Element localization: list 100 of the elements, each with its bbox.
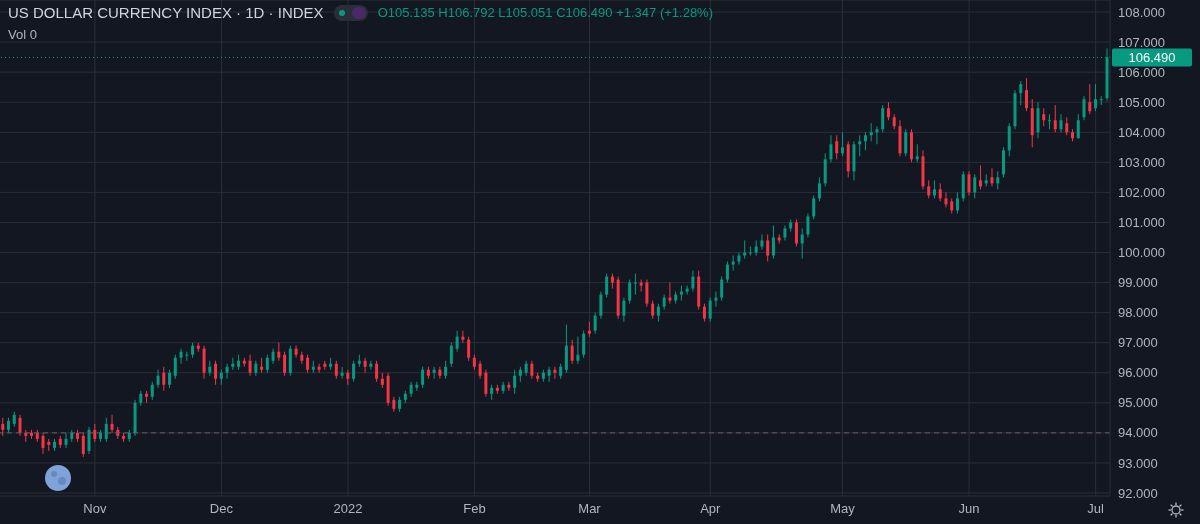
candlestick [725, 261, 729, 284]
candlestick [915, 143, 919, 163]
candlestick [760, 233, 764, 250]
candlestick [714, 291, 718, 308]
candlestick [444, 360, 448, 380]
annotation: Vol 0 [8, 27, 37, 42]
x-tick-label: Mar [578, 501, 602, 517]
y-tick-label: 101.000 [1118, 215, 1165, 231]
x-tick-label: Nov [83, 501, 107, 517]
candlestick [421, 366, 425, 389]
candlestick [904, 128, 908, 157]
candlestick [944, 191, 948, 208]
x-tick-label: Feb [463, 501, 486, 517]
candlestick [932, 179, 936, 199]
chart-title: US DOLLAR CURRENCY INDEX · 1D · INDEX [8, 4, 324, 21]
candlestick [869, 122, 873, 142]
y-tick-label: 105.000 [1118, 94, 1165, 110]
x-tick-label: Jul [1087, 501, 1105, 517]
candlestick [633, 273, 637, 296]
x-tick-label: 2022 [333, 501, 363, 517]
candlestick [467, 336, 471, 362]
candlestick [938, 182, 942, 202]
candlestick [645, 279, 649, 308]
candlestick [794, 218, 798, 247]
candlestick [835, 134, 839, 160]
candlestick [668, 282, 672, 305]
candlestick [41, 432, 45, 455]
candlestick [806, 212, 810, 238]
candlestick [1076, 113, 1080, 139]
candlestick [691, 270, 695, 293]
y-tick-label: 108.000 [1118, 4, 1165, 20]
annotation: O105.135 H106.792 L105.051 C106.490 +1.347 (+1.28%) [377, 5, 714, 20]
candlestick [1088, 83, 1092, 115]
candlestick [829, 134, 833, 163]
y-tick-label: 107.000 [1118, 34, 1165, 50]
candlestick [87, 426, 91, 455]
candlestick [955, 191, 959, 214]
candlestick [484, 369, 488, 398]
candlestick [651, 300, 655, 320]
candlestick [340, 366, 344, 380]
candlestick [513, 369, 517, 395]
candlestick [1082, 95, 1086, 121]
candlestick [18, 414, 22, 437]
candlestick [771, 224, 775, 260]
candlestick [1025, 77, 1028, 112]
candlestick [840, 131, 844, 157]
candlestick [1, 417, 5, 437]
x-tick-label: Dec [209, 501, 234, 517]
candlestick [64, 432, 68, 449]
candlestick [973, 173, 977, 199]
y-tick-label: 98.000 [1118, 305, 1158, 321]
y-tick-label: 93.000 [1118, 455, 1158, 471]
y-tick-label: 97.000 [1118, 335, 1158, 351]
candlestick [576, 336, 580, 365]
y-tick-label: 96.000 [1118, 365, 1158, 381]
ref-line-label: 106.490 [1128, 49, 1176, 65]
candlestick [996, 170, 1000, 190]
candlestick [553, 366, 557, 380]
candlestick [530, 360, 534, 380]
x-tick-label: Jun [958, 501, 980, 517]
candlestick [875, 125, 879, 145]
candlestick [173, 354, 177, 380]
candlestick [110, 414, 114, 434]
candlestick [438, 366, 442, 380]
candlestick [720, 276, 724, 302]
candlestick [415, 381, 419, 392]
candlestick [570, 339, 574, 365]
candlestick [248, 354, 252, 377]
candlestick [478, 360, 482, 380]
x-tick-label: May [830, 501, 856, 517]
y-tick-label: 104.000 [1118, 124, 1165, 140]
candlestick [863, 131, 867, 151]
y-tick-label: 100.000 [1118, 245, 1165, 261]
candlestick [81, 432, 85, 458]
candlestick [605, 273, 609, 299]
candlestick [277, 342, 281, 362]
candlestick [628, 279, 632, 305]
candlestick [886, 101, 890, 121]
candlestick [150, 381, 154, 401]
candlestick [156, 369, 160, 389]
candlestick [766, 233, 770, 263]
candlestick [168, 369, 172, 389]
candlestick [317, 363, 321, 374]
candlestick [104, 417, 108, 443]
candlestick [449, 342, 453, 368]
candlestick [507, 381, 511, 392]
candlestick [265, 354, 269, 374]
candlestick [582, 330, 586, 359]
candlestick [990, 167, 994, 187]
candlestick [334, 360, 338, 380]
candlestick [708, 297, 712, 323]
y-tick-label: 103.000 [1118, 154, 1165, 170]
candlestick [1094, 83, 1098, 112]
candlestick [1059, 113, 1063, 133]
candlestick [800, 227, 804, 260]
candlestick [817, 176, 821, 202]
candlestick [978, 164, 982, 190]
x-tick-label: Apr [700, 501, 722, 517]
candlestick [743, 239, 747, 260]
candlestick [656, 303, 660, 323]
